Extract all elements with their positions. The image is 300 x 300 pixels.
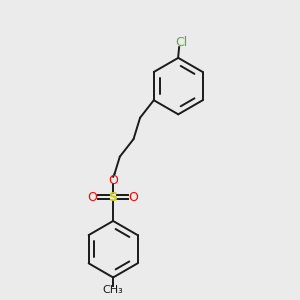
Text: S: S [109,191,118,204]
Text: O: O [108,174,118,187]
Text: O: O [129,191,139,204]
Text: O: O [88,191,98,204]
Text: Cl: Cl [176,36,188,49]
Text: CH₃: CH₃ [103,285,124,295]
